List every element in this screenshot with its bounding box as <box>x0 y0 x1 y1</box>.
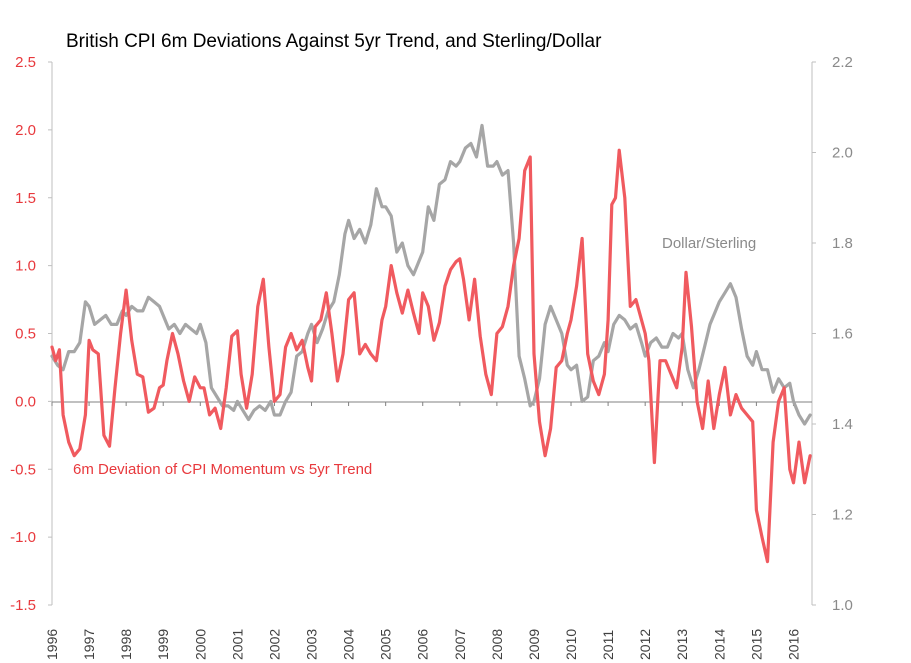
x-tick-label: 2011 <box>600 630 616 660</box>
left-tick-label: 1.0 <box>15 258 36 275</box>
x-tick-label: 2008 <box>489 629 505 660</box>
x-tick-label: 2014 <box>711 629 727 660</box>
left-axis-ticks: 2.5 2.0 1.5 1.0 0.5 0.0 -0.5 -1.0 -1.5 <box>10 54 52 614</box>
x-tick-label: 2002 <box>266 629 282 660</box>
x-tick-label: 2003 <box>304 629 320 660</box>
right-tick-label: 1.8 <box>832 235 853 252</box>
x-tick-label: 1996 <box>44 629 60 660</box>
chart-title: British CPI 6m Deviations Against 5yr Tr… <box>66 31 602 52</box>
series-label-cpi-deviation: 6m Deviation of CPI Momentum vs 5yr Tren… <box>73 461 372 478</box>
left-tick-label: 2.5 <box>15 54 36 71</box>
x-tick-label: 1999 <box>155 629 171 660</box>
x-tick-label: 2007 <box>452 629 468 660</box>
right-axis-ticks: 2.2 2.0 1.8 1.6 1.4 1.2 1.0 <box>812 54 853 614</box>
right-tick-label: 1.4 <box>832 416 853 433</box>
x-tick-label: 2015 <box>748 629 764 660</box>
x-tick-label: 1997 <box>81 629 97 660</box>
x-tick-label: 2010 <box>563 629 579 660</box>
x-tick-label: 2013 <box>674 629 690 660</box>
right-tick-label: 2.0 <box>832 145 853 162</box>
right-tick-label: 2.2 <box>832 54 853 71</box>
series-label-dollar-sterling: Dollar/Sterling <box>662 235 756 252</box>
left-tick-label: -1.5 <box>10 597 36 614</box>
x-tick-label: 2006 <box>415 629 431 660</box>
left-tick-label: 2.0 <box>15 122 36 139</box>
series-line-cpi-deviation <box>50 148 812 564</box>
x-tick-label: 2016 <box>785 629 801 660</box>
left-tick-label: 0.5 <box>15 326 36 343</box>
series-layer <box>50 123 812 564</box>
left-tick-label: -0.5 <box>10 461 36 478</box>
right-tick-label: 1.6 <box>832 326 853 343</box>
x-tick-label: 2001 <box>229 629 245 660</box>
x-tick-label: 2004 <box>341 629 357 660</box>
x-tick-label: 2005 <box>378 629 394 660</box>
left-tick-label: 1.5 <box>15 190 36 207</box>
x-axis-ticks: 1996 1997 1998 1999 2000 2001 2002 2003 2004 2005… <box>44 402 801 660</box>
right-tick-label: 1.0 <box>832 597 853 614</box>
x-tick-label: 2012 <box>637 629 653 660</box>
x-tick-label: 1998 <box>118 629 134 660</box>
left-tick-label: 0.0 <box>15 393 36 410</box>
right-tick-label: 1.2 <box>832 507 853 524</box>
x-tick-label: 2009 <box>526 629 542 660</box>
x-tick-label: 2000 <box>192 629 208 660</box>
left-tick-label: -1.0 <box>10 529 36 546</box>
